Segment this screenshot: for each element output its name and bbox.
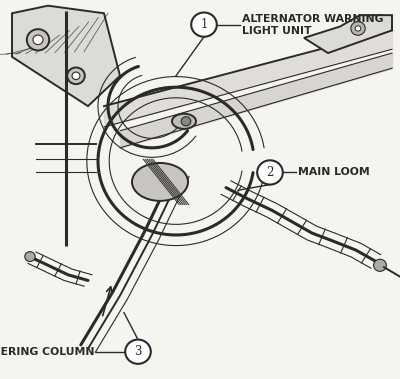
Text: LIGHT UNIT: LIGHT UNIT — [242, 26, 312, 36]
Polygon shape — [12, 6, 120, 106]
Text: 2: 2 — [266, 166, 274, 179]
Ellipse shape — [172, 114, 196, 129]
Ellipse shape — [132, 163, 188, 201]
Circle shape — [33, 35, 43, 45]
Circle shape — [27, 29, 49, 50]
Circle shape — [374, 259, 386, 271]
Circle shape — [125, 340, 151, 364]
Text: 3: 3 — [134, 345, 142, 358]
Circle shape — [72, 72, 80, 80]
Circle shape — [25, 252, 35, 262]
Polygon shape — [304, 15, 392, 53]
Text: STEERING COLUMN: STEERING COLUMN — [0, 347, 94, 357]
Circle shape — [67, 67, 85, 84]
Circle shape — [351, 22, 365, 35]
Circle shape — [181, 117, 191, 126]
Text: ALTERNATOR WARNING: ALTERNATOR WARNING — [242, 14, 384, 24]
Circle shape — [257, 160, 283, 185]
Circle shape — [191, 13, 217, 37]
Circle shape — [355, 26, 361, 31]
Text: 1: 1 — [200, 18, 208, 31]
Text: MAIN LOOM: MAIN LOOM — [298, 168, 370, 177]
